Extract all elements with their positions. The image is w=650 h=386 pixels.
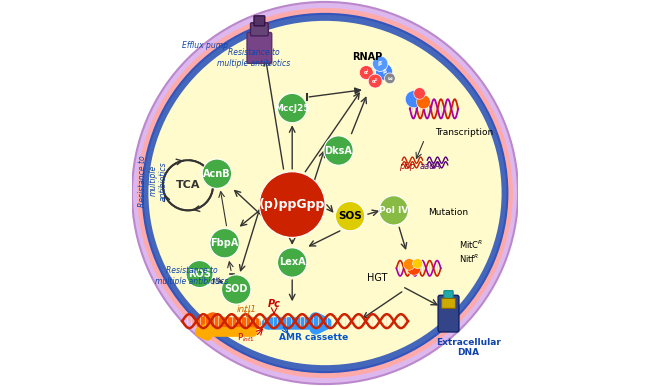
Text: DksA: DksA xyxy=(324,146,352,156)
Circle shape xyxy=(210,229,239,258)
Text: Transcription: Transcription xyxy=(435,128,493,137)
Text: ROS: ROS xyxy=(188,269,211,279)
Text: Pc: Pc xyxy=(268,299,281,309)
Text: SOD: SOD xyxy=(224,284,248,295)
Circle shape xyxy=(413,259,422,269)
Circle shape xyxy=(372,56,388,71)
Ellipse shape xyxy=(138,8,512,378)
Text: β': β' xyxy=(378,61,383,66)
FancyBboxPatch shape xyxy=(444,291,453,300)
Text: RNAP: RNAP xyxy=(352,52,383,62)
Circle shape xyxy=(407,261,421,275)
Text: ω: ω xyxy=(387,76,392,81)
Text: Resistance to
multiple
antibiotics: Resistance to multiple antibiotics xyxy=(138,155,168,207)
Circle shape xyxy=(186,261,213,288)
Text: FbpA: FbpA xyxy=(211,238,239,248)
Circle shape xyxy=(376,63,393,80)
FancyBboxPatch shape xyxy=(247,32,272,63)
Text: β: β xyxy=(382,69,386,74)
Text: LexA: LexA xyxy=(279,257,306,267)
Ellipse shape xyxy=(148,21,502,365)
Circle shape xyxy=(404,259,415,270)
Circle shape xyxy=(324,136,353,165)
Text: aadA: aadA xyxy=(419,162,441,171)
Ellipse shape xyxy=(132,2,518,384)
Text: AMR cassette: AMR cassette xyxy=(279,334,348,342)
FancyBboxPatch shape xyxy=(250,23,268,36)
Circle shape xyxy=(406,91,423,108)
Text: HGT: HGT xyxy=(367,273,387,283)
Text: (p)ppGpp: (p)ppGpp xyxy=(259,198,326,211)
Text: pbp: pbp xyxy=(399,162,415,171)
Text: SOS: SOS xyxy=(338,211,362,221)
Text: αᴵᴵ: αᴵᴵ xyxy=(372,79,378,83)
Circle shape xyxy=(335,201,365,231)
Circle shape xyxy=(359,66,373,80)
Text: P$_{int1}$: P$_{int1}$ xyxy=(237,332,255,344)
Circle shape xyxy=(259,172,325,237)
Circle shape xyxy=(369,74,382,88)
Text: MitC$^R$
Nitf$^R$: MitC$^R$ Nitf$^R$ xyxy=(460,239,484,265)
FancyBboxPatch shape xyxy=(441,298,456,308)
Circle shape xyxy=(417,95,430,109)
Text: intl1: intl1 xyxy=(237,305,257,314)
Circle shape xyxy=(384,73,395,84)
Circle shape xyxy=(379,196,408,225)
Circle shape xyxy=(414,88,425,99)
Text: MccJ25: MccJ25 xyxy=(274,103,310,113)
Text: TCA: TCA xyxy=(176,180,200,190)
Circle shape xyxy=(278,93,307,123)
Text: Pol IV: Pol IV xyxy=(379,206,408,215)
Circle shape xyxy=(278,248,307,277)
FancyBboxPatch shape xyxy=(438,295,459,332)
Circle shape xyxy=(202,159,231,188)
Ellipse shape xyxy=(142,14,508,372)
FancyBboxPatch shape xyxy=(254,16,265,26)
Text: Extracellular
DNA: Extracellular DNA xyxy=(436,338,501,357)
Text: Mutation: Mutation xyxy=(428,208,468,217)
Text: αᴵ: αᴵ xyxy=(364,70,369,75)
Text: Resistance to
multiple antibiotics: Resistance to multiple antibiotics xyxy=(155,266,228,286)
Text: Resistance to
multiple antibiotics: Resistance to multiple antibiotics xyxy=(217,48,290,68)
Circle shape xyxy=(222,275,251,304)
Text: Efflux pump: Efflux pump xyxy=(183,41,228,50)
Text: AcnB: AcnB xyxy=(203,169,231,179)
